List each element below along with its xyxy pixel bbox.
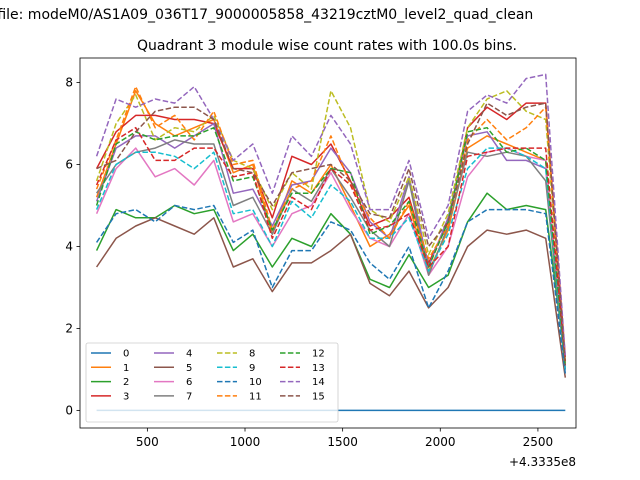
plot-area-frame [79, 57, 577, 429]
x-tick-label: 1500 [327, 435, 358, 449]
series-line-9 [95, 147, 567, 370]
legend-label-6: 6 [186, 377, 192, 388]
figure-suptitle: n file: modeM0/AS1A09_036T17_9000005858_… [0, 7, 534, 23]
legend-label-8: 8 [249, 349, 255, 360]
series-line-6 [95, 147, 567, 370]
legend-label-12: 12 [312, 349, 325, 360]
y-tick-label: 2 [65, 321, 73, 335]
series-line-2 [95, 192, 567, 362]
legend-label-14: 14 [312, 377, 325, 388]
x-tick-label: 1000 [230, 435, 261, 449]
legend-label-2: 2 [123, 377, 129, 388]
legend-label-5: 5 [186, 363, 192, 374]
axes-layer: 500 1000 1500 2000 2500 0 2 4 6 8 [65, 76, 553, 449]
x-axis-offset-label: +4.3335e8 [509, 455, 576, 469]
x-tick-label: 2500 [523, 435, 554, 449]
x-tick-label: 2000 [425, 435, 456, 449]
legend-label-13: 13 [312, 363, 325, 374]
legend-label-7: 7 [186, 391, 192, 402]
chart-title: Quadrant 3 module wise count rates with … [137, 38, 517, 54]
y-tick-label: 6 [65, 158, 73, 172]
y-tick-label: 4 [65, 239, 73, 253]
legend-label-11: 11 [249, 391, 262, 402]
y-tick-label: 0 [65, 403, 73, 417]
legend-label-1: 1 [123, 363, 129, 374]
series-line-5 [95, 217, 567, 378]
legend-label-10: 10 [249, 377, 262, 388]
series-line-14 [95, 73, 567, 358]
legend-box [85, 342, 339, 423]
x-tick-label: 500 [136, 435, 159, 449]
series-line-4 [95, 122, 567, 370]
series-line-12 [95, 126, 567, 366]
y-tick-label: 8 [65, 76, 73, 90]
series-line-15 [96, 102, 567, 366]
series-line-3 [95, 102, 567, 358]
legend-label-0: 0 [123, 349, 129, 360]
series-line-13 [95, 126, 567, 362]
series-layer [95, 73, 567, 412]
series-line-11 [95, 85, 567, 362]
legend-label-4: 4 [186, 349, 192, 360]
legend-label-15: 15 [312, 391, 325, 402]
series-line-10 [95, 204, 567, 374]
legend-label-9: 9 [249, 363, 255, 374]
legend-label-3: 3 [123, 391, 129, 402]
series-line-8 [95, 90, 567, 362]
